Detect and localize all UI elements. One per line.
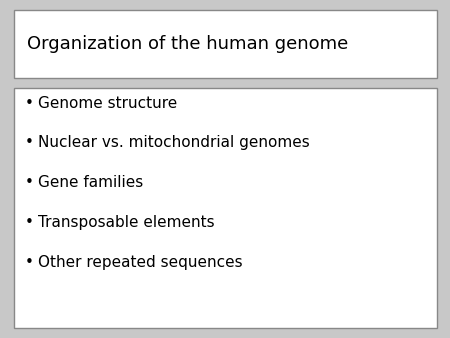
Text: •: • bbox=[25, 175, 34, 190]
FancyBboxPatch shape bbox=[14, 88, 436, 328]
Text: Transposable elements: Transposable elements bbox=[38, 215, 215, 230]
Text: Gene families: Gene families bbox=[38, 175, 144, 190]
Text: •: • bbox=[25, 255, 34, 270]
Text: •: • bbox=[25, 215, 34, 230]
Text: Organization of the human genome: Organization of the human genome bbox=[27, 35, 348, 53]
Text: Other repeated sequences: Other repeated sequences bbox=[38, 255, 243, 270]
Text: Genome structure: Genome structure bbox=[38, 96, 177, 111]
Text: Nuclear vs. mitochondrial genomes: Nuclear vs. mitochondrial genomes bbox=[38, 136, 310, 150]
FancyBboxPatch shape bbox=[14, 10, 436, 78]
Text: •: • bbox=[25, 96, 34, 111]
Text: •: • bbox=[25, 136, 34, 150]
